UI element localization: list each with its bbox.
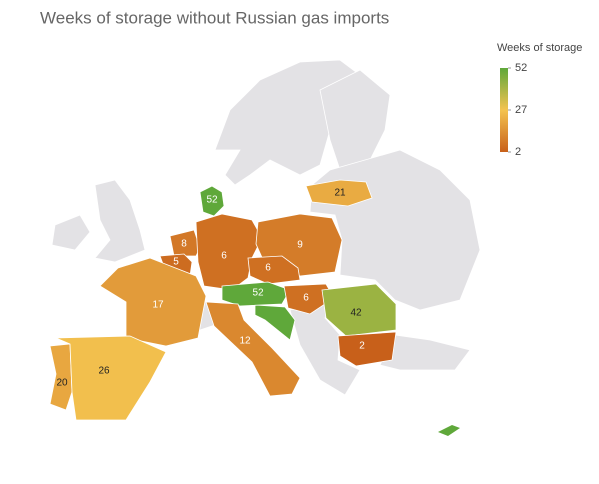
region (205, 301, 301, 397)
legend-tick-label: 52 (515, 62, 527, 74)
legend-tick-label: 2 (515, 146, 521, 158)
region-label: 9 (297, 240, 303, 251)
region (195, 213, 263, 291)
region (283, 283, 335, 315)
unlabeled-regions (254, 304, 460, 436)
finland (319, 69, 391, 171)
ireland (51, 214, 91, 251)
region-label: 6 (221, 251, 227, 262)
region-label: 52 (252, 288, 264, 299)
legend-tick-label: 27 (515, 104, 527, 116)
regions: 52 85 6 9 6 21 52 6 17 12 42 2 20 26 (49, 179, 397, 421)
region-label: 21 (334, 188, 346, 199)
region-label: 6 (265, 263, 271, 274)
turkey (379, 334, 471, 371)
region-label: 8 (181, 239, 187, 250)
region (199, 185, 225, 217)
region (321, 283, 397, 337)
region (305, 179, 373, 207)
color-bar (500, 68, 508, 152)
legend-title: Weeks of storage (497, 42, 582, 54)
cyprus (438, 425, 460, 436)
region-label: 12 (239, 336, 251, 347)
region-label: 17 (152, 300, 164, 311)
region (247, 255, 301, 285)
region (55, 335, 167, 421)
chart-title: Weeks of storage without Russian gas imp… (40, 8, 389, 27)
region-label: 20 (56, 378, 68, 389)
region (221, 281, 291, 307)
region-label: 2 (359, 341, 365, 352)
croatia (254, 304, 296, 341)
region-label: 6 (303, 293, 309, 304)
region-label: 52 (206, 195, 218, 206)
region (99, 257, 207, 347)
region (337, 331, 397, 367)
uk (94, 179, 146, 263)
region-label: 26 (98, 366, 110, 377)
region-label: 42 (350, 308, 362, 319)
region-label: 5 (173, 257, 179, 268)
legend: 2 27 52 (500, 62, 527, 158)
